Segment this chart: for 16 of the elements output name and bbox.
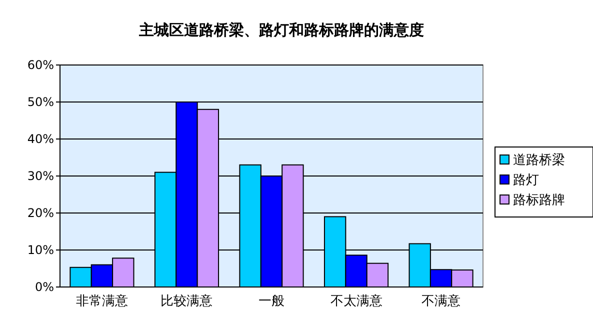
y-tick-label: 20% [27,206,54,220]
x-tick-label: 非常满意 [76,294,128,309]
legend-label: 路标路牌 [513,193,565,208]
y-tick-label: 10% [27,243,54,258]
y-tick-label: 60% [27,58,54,72]
legend-label: 路灯 [513,173,539,188]
x-tick-label: 不满意 [422,294,461,309]
x-tick-label: 不太满意 [330,294,382,309]
legend-label: 道路桥梁 [513,152,565,168]
x-tick-label: 比较满意 [160,294,213,309]
x-tick-label: 一般 [258,294,284,309]
y-tick-label: 40% [27,132,54,146]
y-tick-label: 50% [27,95,54,110]
y-tick-label: 30% [27,169,54,184]
y-tick-label: 0% [34,280,54,294]
chart-title: 主城区道路桥梁、路灯和路标路牌的满意度 [138,21,424,39]
